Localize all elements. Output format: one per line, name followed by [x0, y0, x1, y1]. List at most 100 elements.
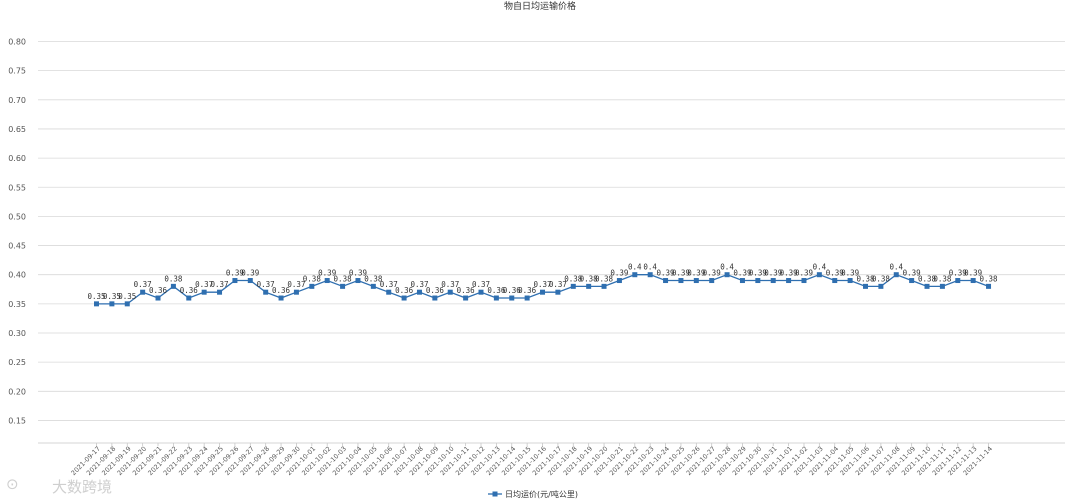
data-label: 0.39	[687, 269, 705, 278]
data-point	[632, 272, 638, 278]
data-label: 0.38	[564, 274, 583, 283]
data-point	[432, 295, 438, 301]
data-point	[924, 283, 930, 289]
data-point	[124, 301, 130, 307]
data-label: 0.39	[318, 269, 336, 278]
data-label: 0.39	[841, 269, 859, 278]
data-label: 0.39	[749, 269, 767, 278]
data-point	[94, 301, 99, 307]
y-tick-label: 0.80	[8, 38, 26, 47]
data-label: 0.36	[395, 286, 414, 295]
data-point	[493, 295, 499, 301]
data-point	[555, 289, 561, 295]
data-point	[463, 295, 469, 301]
y-tick-label: 0.45	[8, 242, 26, 251]
data-label: 0.36	[426, 286, 445, 295]
data-point	[616, 278, 622, 284]
data-point	[786, 278, 792, 284]
data-label: 0.39	[241, 269, 259, 278]
data-label: 0.36	[457, 286, 476, 295]
data-label: 0.38	[303, 274, 322, 283]
data-label: 0.4	[628, 263, 642, 272]
data-point	[478, 289, 484, 295]
data-label: 0.39	[703, 269, 721, 278]
data-label: 0.35	[103, 292, 121, 301]
data-point	[447, 289, 453, 295]
legend-marker	[492, 491, 498, 497]
data-label: 0.38	[872, 274, 891, 283]
data-label: 0.35	[87, 292, 105, 301]
data-point	[939, 283, 945, 289]
data-point	[739, 278, 745, 284]
data-label: 0.4	[720, 263, 734, 272]
data-point	[324, 278, 330, 284]
data-point	[586, 283, 592, 289]
data-point	[386, 289, 392, 295]
y-tick-label: 0.65	[8, 125, 26, 134]
data-point	[509, 295, 515, 301]
data-point	[232, 278, 238, 284]
y-tick-label: 0.35	[8, 300, 26, 309]
data-label: 0.36	[149, 286, 168, 295]
data-label: 0.37	[195, 280, 213, 289]
data-point	[832, 278, 838, 284]
data-label: 0.38	[980, 274, 999, 283]
data-label: 0.37	[134, 280, 152, 289]
data-point	[186, 295, 192, 301]
x-axis: 2021-09-172021-09-182021-09-192021-09-20…	[70, 443, 994, 477]
y-tick-label: 0.20	[8, 387, 26, 396]
y-axis: 0.80 0.75 0.70 0.65 0.60 0.55 0.50 0.45 0.40 0.35…	[8, 38, 26, 426]
data-point	[416, 289, 422, 295]
data-label: 0.38	[918, 274, 937, 283]
data-point	[709, 278, 715, 284]
data-point	[770, 278, 776, 284]
data-point	[986, 283, 992, 289]
data-label: 0.39	[964, 269, 982, 278]
data-point	[755, 278, 761, 284]
data-label: 0.38	[856, 274, 875, 283]
data-point	[401, 295, 407, 301]
data-label: 0.39	[657, 269, 675, 278]
data-label: 0.39	[733, 269, 751, 278]
y-tick-label: 0.25	[8, 358, 26, 367]
data-point	[801, 278, 807, 284]
data-point	[878, 283, 884, 289]
data-label: 0.36	[180, 286, 199, 295]
data-point	[309, 283, 315, 289]
y-tick-label: 0.15	[8, 416, 26, 425]
data-label: 0.37	[441, 280, 459, 289]
data-label: 0.37	[257, 280, 275, 289]
data-label: 0.38	[580, 274, 599, 283]
data-label: 0.39	[672, 269, 690, 278]
data-label: 0.39	[226, 269, 244, 278]
data-point	[647, 272, 653, 278]
gridlines	[38, 41, 1065, 444]
data-point	[570, 283, 576, 289]
data-point	[247, 278, 253, 284]
y-tick-label: 0.55	[8, 183, 26, 192]
watermark: ⊙ 大数跨境	[6, 475, 112, 496]
data-point	[816, 272, 822, 278]
data-point	[155, 295, 161, 301]
data-label: 0.39	[764, 269, 782, 278]
data-point	[863, 283, 868, 289]
data-label: 0.39	[903, 269, 921, 278]
data-label: 0.36	[503, 286, 522, 295]
data-point	[724, 272, 730, 278]
y-tick-label: 0.70	[8, 96, 26, 105]
data-label: 0.39	[795, 269, 813, 278]
legend-label: 日均运价(元/吨公里)	[505, 489, 578, 499]
data-label: 0.38	[364, 274, 383, 283]
data-label: 0.38	[933, 274, 952, 283]
watermark-text: 大数跨境	[52, 478, 112, 496]
data-label: 0.4	[889, 263, 903, 272]
data-label: 0.39	[826, 269, 844, 278]
data-point	[293, 289, 299, 295]
data-point	[278, 295, 284, 301]
data-point	[693, 278, 699, 284]
y-tick-label: 0.60	[8, 154, 26, 163]
data-label: 0.38	[595, 274, 614, 283]
data-label: 0.39	[610, 269, 628, 278]
y-tick-label: 0.30	[8, 329, 26, 338]
